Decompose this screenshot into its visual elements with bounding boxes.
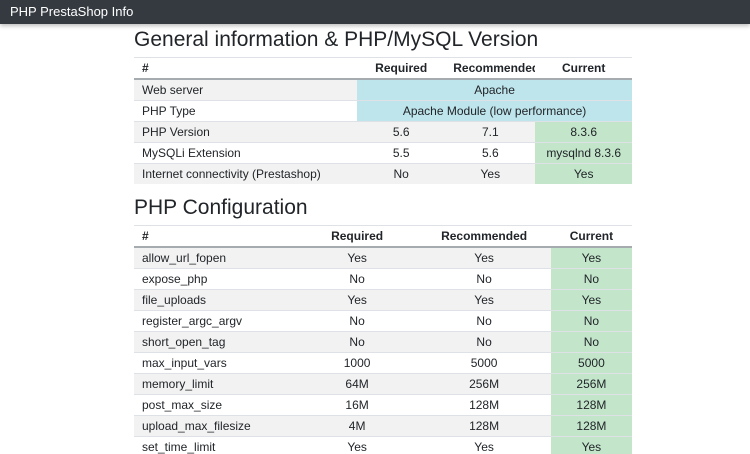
- cell-current: 256M: [550, 373, 632, 395]
- cell-required: 4M: [296, 415, 418, 437]
- cell-required: Yes: [296, 246, 418, 269]
- table-row: MySQLi Extension 5.5 5.6 mysqlnd 8.3.6: [134, 142, 632, 164]
- cell-recommended: 256M: [417, 373, 551, 395]
- cell-setting-name: MySQLi Extension: [134, 142, 358, 164]
- table-header: # Required Recommended Current: [134, 225, 632, 248]
- navbar-brand[interactable]: PHP PrestaShop Info: [10, 4, 134, 19]
- cell-current: 8.3.6: [535, 121, 632, 143]
- cell-setting-name: PHP Type: [134, 100, 358, 122]
- section-php-configuration: PHP Configuration # Required Recommended Cu…: [134, 195, 632, 454]
- table-row: register_argc_argv No No No: [134, 310, 632, 332]
- cell-required: 5.6: [357, 121, 446, 143]
- cell-recommended: Yes: [417, 289, 551, 311]
- general-info-table: # Required Recommended Current Web server Ap…: [134, 57, 632, 184]
- table-row: Web server Apache: [134, 78, 632, 101]
- cell-setting-name: max_input_vars: [134, 352, 297, 374]
- cell-required: No: [296, 268, 418, 290]
- cell-setting-name: upload_max_filesize: [134, 415, 297, 437]
- cell-setting-name: Web server: [134, 78, 358, 101]
- cell-setting-name: expose_php: [134, 268, 297, 290]
- cell-recommended: Yes: [417, 246, 551, 269]
- cell-recommended: Yes: [417, 436, 551, 454]
- cell-setting-name: register_argc_argv: [134, 310, 297, 332]
- cell-required: Yes: [296, 289, 418, 311]
- cell-recommended: 128M: [417, 394, 551, 416]
- column-header-recommended: Recommended: [445, 57, 536, 80]
- table-body: Web server Apache PHP Type Apache Module (l…: [134, 78, 632, 184]
- table-row: file_uploads Yes Yes Yes: [134, 289, 632, 311]
- cell-recommended: No: [417, 268, 551, 290]
- table-row: PHP Type Apache Module (low performance): [134, 100, 632, 122]
- cell-required: No: [357, 163, 446, 184]
- php-configuration-table: # Required Recommended Current allow_url_fo…: [134, 225, 632, 454]
- table-row: PHP Version 5.6 7.1 8.3.6: [134, 121, 632, 143]
- cell-recommended: No: [417, 310, 551, 332]
- table-row: memory_limit 64M 256M 256M: [134, 373, 632, 395]
- cell-recommended: 5.6: [445, 142, 536, 164]
- table-body: allow_url_fopen Yes Yes Yes expose_php No No No…: [134, 246, 632, 454]
- column-header-current: Current: [550, 225, 632, 248]
- cell-current: Yes: [550, 246, 632, 269]
- cell-current: Yes: [550, 436, 632, 454]
- section-general-info: General information & PHP/MySQL Version …: [134, 27, 632, 184]
- header-row: # Required Recommended Current: [134, 225, 632, 248]
- cell-current: mysqlnd 8.3.6: [535, 142, 632, 164]
- column-header-number: #: [134, 57, 358, 80]
- table-row: expose_php No No No: [134, 268, 632, 290]
- cell-setting-name: memory_limit: [134, 373, 297, 395]
- column-header-required: Required: [296, 225, 418, 248]
- column-header-required: Required: [357, 57, 446, 80]
- cell-required: 1000: [296, 352, 418, 374]
- table-row: allow_url_fopen Yes Yes Yes: [134, 246, 632, 269]
- column-header-recommended: Recommended: [417, 225, 551, 248]
- top-navbar: PHP PrestaShop Info: [0, 0, 750, 24]
- cell-recommended: 5000: [417, 352, 551, 374]
- cell-recommended: No: [417, 331, 551, 353]
- table-header: # Required Recommended Current: [134, 57, 632, 80]
- cell-recommended: Yes: [445, 163, 536, 184]
- table-row: short_open_tag No No No: [134, 331, 632, 353]
- cell-setting-name: short_open_tag: [134, 331, 297, 353]
- table-row: set_time_limit Yes Yes Yes: [134, 436, 632, 454]
- table-row: Internet connectivity (Prestashop) No Yes Y…: [134, 163, 632, 184]
- cell-current: 128M: [550, 415, 632, 437]
- cell-required: 64M: [296, 373, 418, 395]
- cell-current: No: [550, 268, 632, 290]
- cell-setting-name: Internet connectivity (Prestashop): [134, 163, 358, 184]
- column-header-number: #: [134, 225, 297, 248]
- cell-recommended: 128M: [417, 415, 551, 437]
- cell-required: Yes: [296, 436, 418, 454]
- cell-span-value: Apache Module (low performance): [357, 100, 632, 122]
- cell-recommended: 7.1: [445, 121, 536, 143]
- cell-current: No: [550, 331, 632, 353]
- cell-setting-name: allow_url_fopen: [134, 246, 297, 269]
- table-row: max_input_vars 1000 5000 5000: [134, 352, 632, 374]
- header-row: # Required Recommended Current: [134, 57, 632, 80]
- cell-current: 128M: [550, 394, 632, 416]
- cell-current: 5000: [550, 352, 632, 374]
- section-heading-general: General information & PHP/MySQL Version: [134, 28, 539, 51]
- content-area: General information & PHP/MySQL Version …: [134, 24, 632, 454]
- cell-span-value: Apache: [357, 78, 632, 101]
- cell-current: Yes: [535, 163, 632, 184]
- cell-current: Yes: [550, 289, 632, 311]
- column-header-current: Current: [535, 57, 632, 80]
- table-row: upload_max_filesize 4M 128M 128M: [134, 415, 632, 437]
- cell-required: No: [296, 310, 418, 332]
- cell-required: 5.5: [357, 142, 446, 164]
- table-row: post_max_size 16M 128M 128M: [134, 394, 632, 416]
- cell-required: 16M: [296, 394, 418, 416]
- cell-setting-name: PHP Version: [134, 121, 358, 143]
- cell-setting-name: post_max_size: [134, 394, 297, 416]
- cell-required: No: [296, 331, 418, 353]
- section-heading-php-config: PHP Configuration: [134, 196, 308, 219]
- cell-setting-name: file_uploads: [134, 289, 297, 311]
- cell-setting-name: set_time_limit: [134, 436, 297, 454]
- cell-current: No: [550, 310, 632, 332]
